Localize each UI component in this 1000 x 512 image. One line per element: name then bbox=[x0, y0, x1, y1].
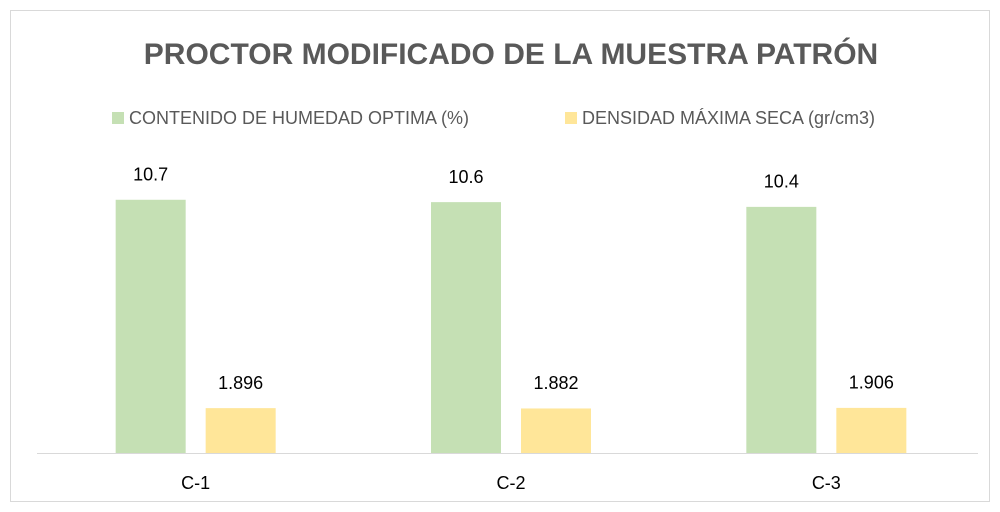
x-tick-label: C-3 bbox=[812, 473, 841, 493]
chart-title: PROCTOR MODIFICADO DE LA MUESTRA PATRÓN bbox=[144, 37, 878, 71]
data-label: 10.6 bbox=[448, 167, 483, 187]
data-label: 10.7 bbox=[133, 165, 168, 185]
legend-label: DENSIDAD MÁXIMA SECA (gr/cm3) bbox=[582, 108, 875, 128]
bar bbox=[746, 206, 817, 453]
x-tick-label: C-1 bbox=[181, 473, 210, 493]
bar bbox=[115, 199, 186, 453]
legend-swatch bbox=[565, 112, 577, 124]
bar bbox=[205, 408, 276, 453]
x-tick-label: C-2 bbox=[496, 473, 525, 493]
bar bbox=[431, 202, 501, 453]
data-label: 10.4 bbox=[764, 172, 799, 192]
bar bbox=[521, 408, 591, 453]
data-label: 1.882 bbox=[533, 373, 578, 393]
legend-swatch bbox=[112, 112, 124, 124]
data-label: 1.896 bbox=[218, 373, 263, 393]
legend-label: CONTENIDO DE HUMEDAD OPTIMA (%) bbox=[129, 108, 469, 128]
data-label: 1.906 bbox=[849, 373, 894, 393]
bar bbox=[836, 407, 907, 453]
